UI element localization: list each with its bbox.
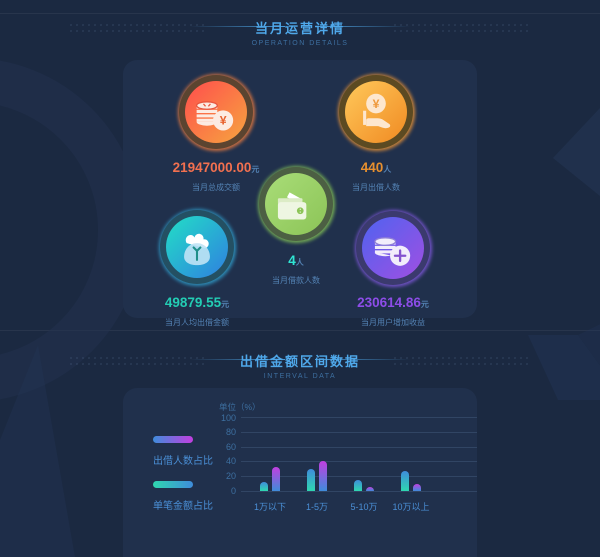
svg-text:¥: ¥	[373, 97, 380, 111]
svg-text:¥: ¥	[220, 114, 227, 128]
